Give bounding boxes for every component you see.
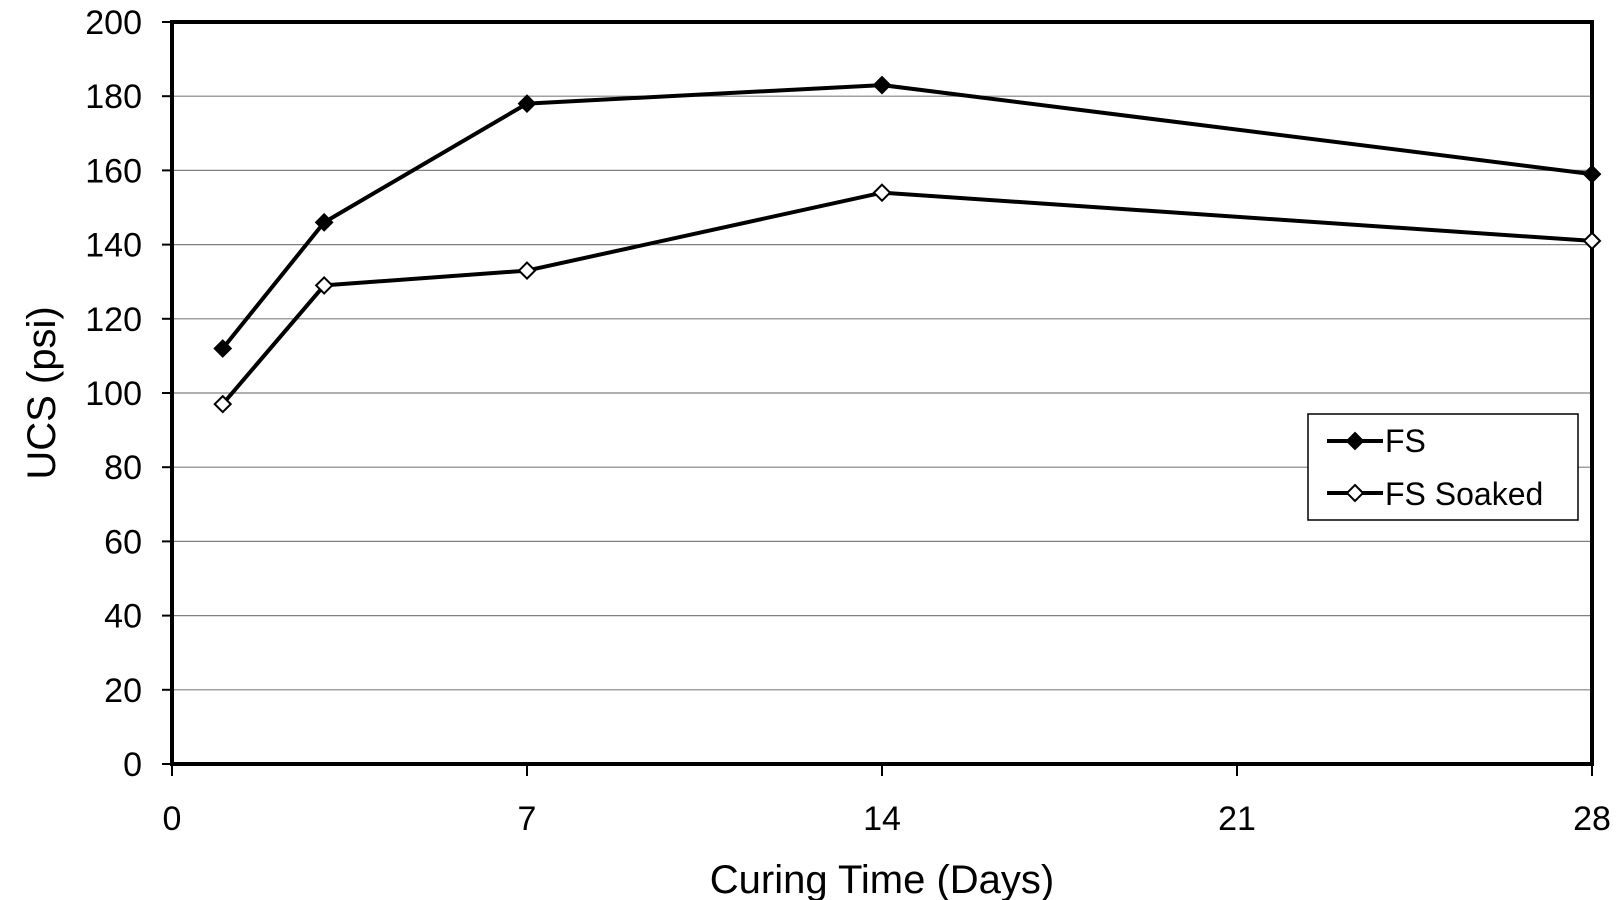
y-tick-label-160: 160 [85, 152, 142, 190]
y-tick-label-120: 120 [85, 301, 142, 339]
y-tick-label-180: 180 [85, 78, 142, 116]
data-point-fs-x28 [1582, 164, 1602, 184]
data-point-fs-soaked-x28 [1582, 231, 1602, 251]
x-axis-title: Curing Time (Days) [710, 858, 1055, 900]
series-group [213, 75, 1602, 414]
data-point-fs-soaked-x7 [517, 261, 537, 280]
x-tick-label-14: 14 [863, 800, 901, 838]
legend-marker-fs [1345, 431, 1365, 451]
data-point-fs-x1 [213, 339, 233, 358]
legend-marker-fs-soaked [1345, 483, 1365, 503]
y-tick-label-60: 60 [104, 523, 142, 561]
x-tick-label-21: 21 [1218, 800, 1256, 838]
data-point-fs-x3 [314, 212, 334, 232]
data-point-fs-soaked-x3 [314, 275, 334, 295]
legend-label-fs: FS [1385, 423, 1426, 459]
data-point-fs-x14 [872, 75, 892, 95]
y-tick-label-140: 140 [85, 227, 142, 265]
legend-box [1307, 413, 1579, 521]
y-tick-label-0: 0 [123, 746, 142, 784]
y-tick-label-40: 40 [104, 598, 142, 636]
y-tick-label-20: 20 [104, 672, 142, 710]
y-axis-title: UCS (psi) [20, 306, 64, 479]
x-tick-label-28: 28 [1573, 800, 1611, 838]
legend-label-fs-soaked: FS Soaked [1385, 476, 1543, 512]
data-point-fs-soaked-x14 [872, 183, 892, 203]
gridlines [172, 95, 1592, 691]
series-line-fs [221, 83, 1593, 350]
y-tick-label-80: 80 [104, 449, 142, 487]
data-point-fs-x7 [517, 94, 537, 114]
y-tick-label-200: 200 [85, 4, 142, 42]
x-tick-label-7: 7 [518, 800, 537, 838]
y-tick-label-100: 100 [85, 375, 142, 413]
axes: 0 20 40 60 80 100 120 140 160 180 200 0 7 14 21 28 [85, 4, 1611, 838]
x-tick-label-0: 0 [163, 800, 182, 838]
data-point-fs-soaked-x1 [213, 394, 233, 414]
series-line-fs-soaked [221, 190, 1593, 406]
legend: FS FS Soaked [1307, 413, 1579, 521]
